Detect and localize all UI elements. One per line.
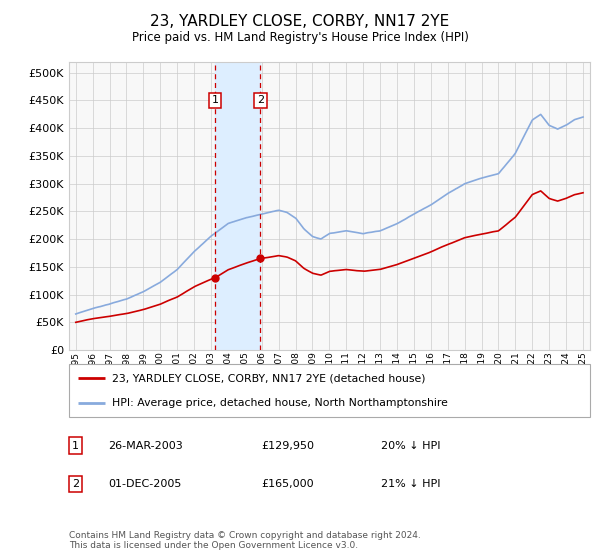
Text: 1: 1 [211,95,218,105]
Text: 20% ↓ HPI: 20% ↓ HPI [382,441,441,451]
Text: Price paid vs. HM Land Registry's House Price Index (HPI): Price paid vs. HM Land Registry's House … [131,31,469,44]
Text: 26-MAR-2003: 26-MAR-2003 [108,441,183,451]
Text: £129,950: £129,950 [262,441,314,451]
Text: 1: 1 [72,441,79,451]
Text: Contains HM Land Registry data © Crown copyright and database right 2024.
This d: Contains HM Land Registry data © Crown c… [69,530,421,550]
Text: 2: 2 [257,95,264,105]
Text: HPI: Average price, detached house, North Northamptonshire: HPI: Average price, detached house, Nort… [112,398,448,408]
Text: 21% ↓ HPI: 21% ↓ HPI [382,479,441,489]
Bar [215,62,260,350]
Text: 2: 2 [71,479,79,489]
Text: 23, YARDLEY CLOSE, CORBY, NN17 2YE (detached house): 23, YARDLEY CLOSE, CORBY, NN17 2YE (deta… [112,374,425,384]
Text: £165,000: £165,000 [262,479,314,489]
Text: 23, YARDLEY CLOSE, CORBY, NN17 2YE: 23, YARDLEY CLOSE, CORBY, NN17 2YE [151,14,449,29]
Text: 01-DEC-2005: 01-DEC-2005 [108,479,181,489]
FancyBboxPatch shape [69,364,590,417]
